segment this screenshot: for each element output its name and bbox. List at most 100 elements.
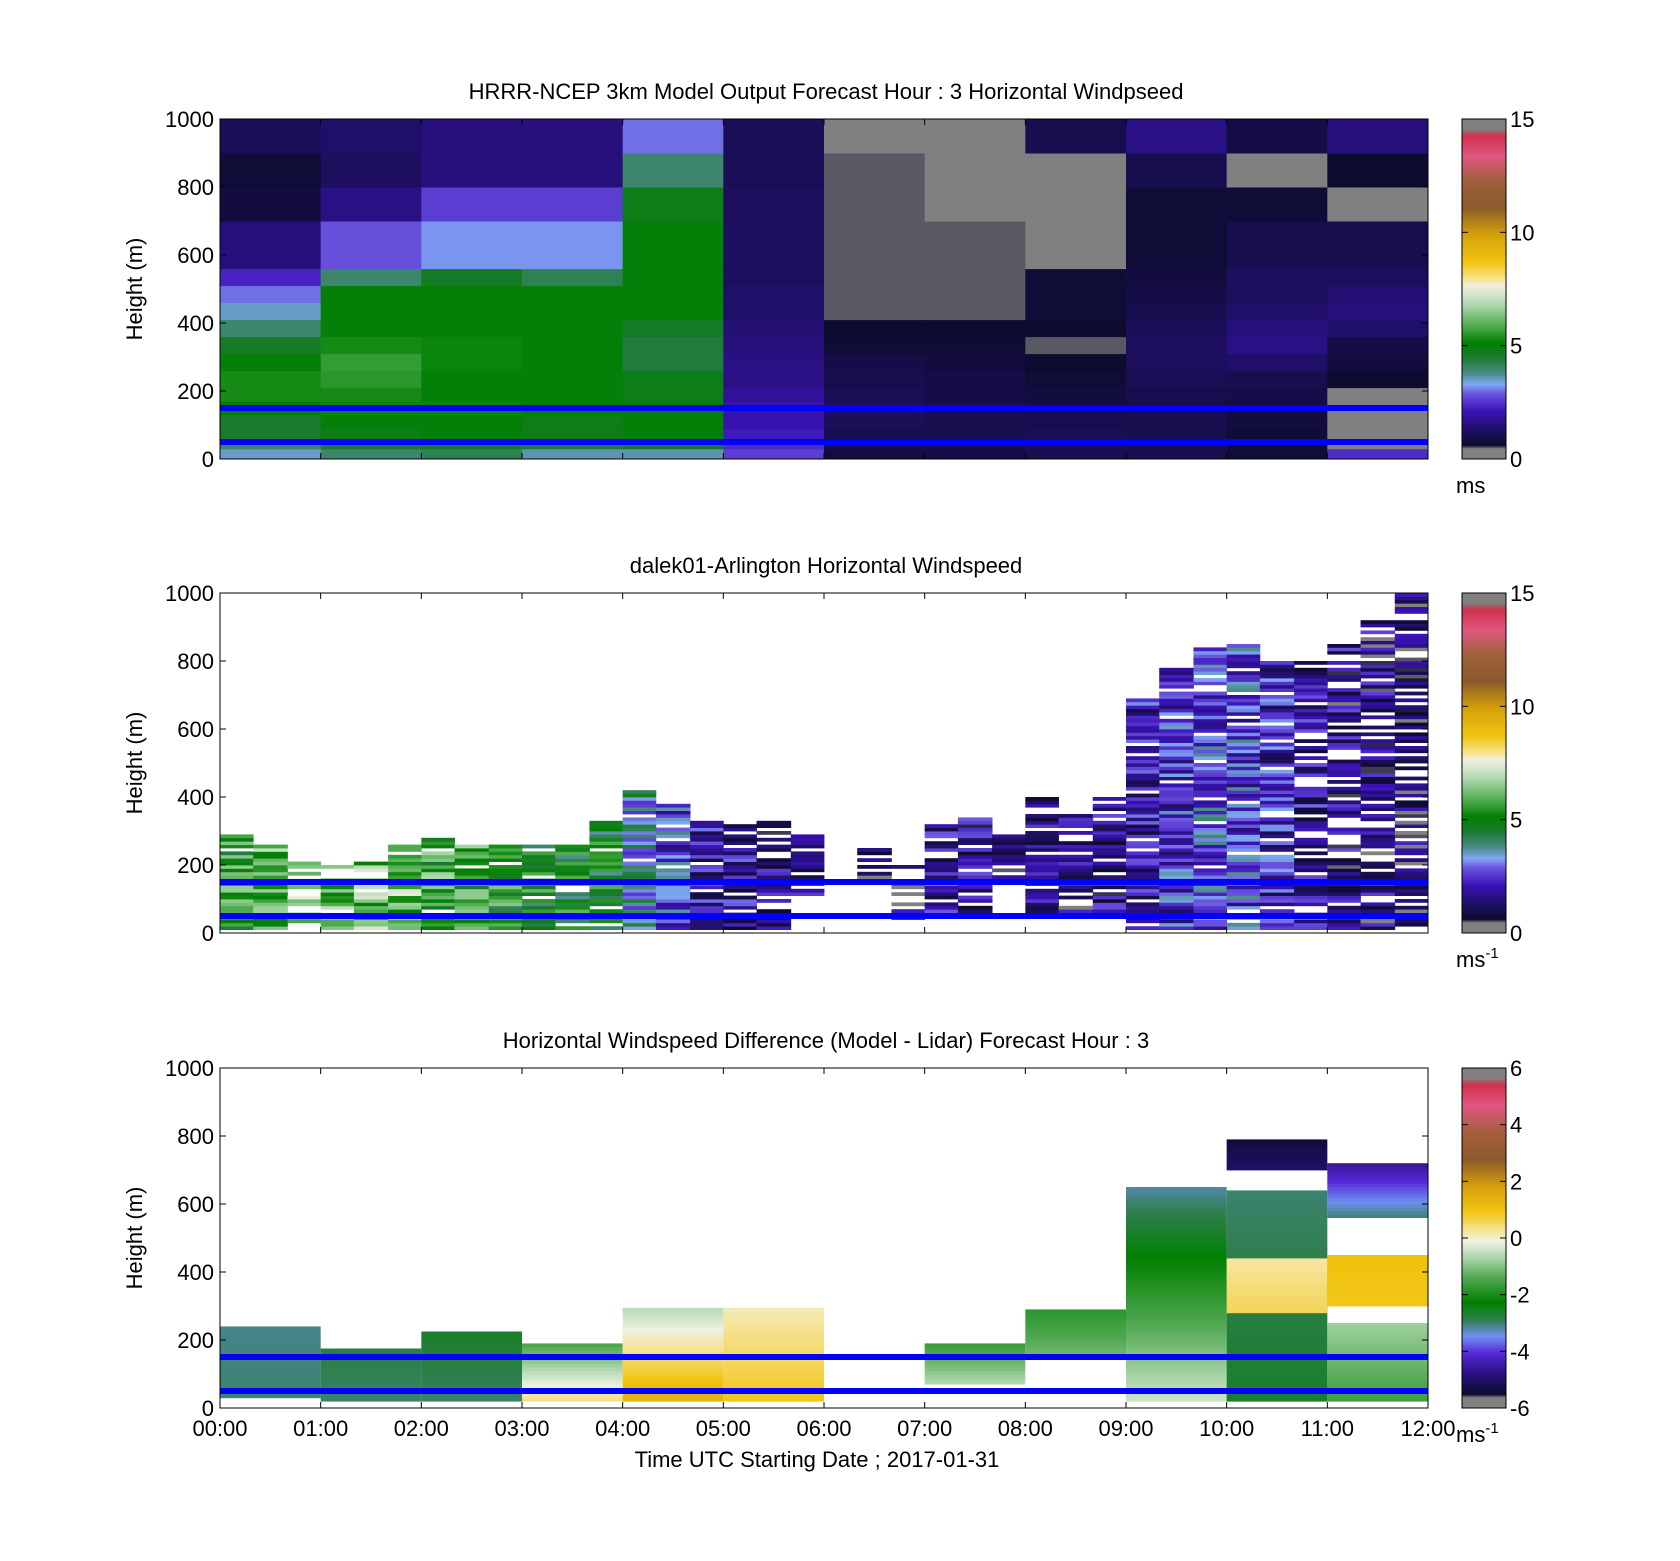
heatmap-cell [1327,1173,1428,1178]
heatmap-cell [690,831,724,835]
heatmap-cell [1126,1241,1227,1246]
heatmap-cell [1294,851,1328,856]
heatmap-cell [353,865,389,869]
heatmap-cell [1259,749,1295,754]
heatmap-cell [1226,221,1328,270]
heatmap-cell [622,1374,724,1379]
heatmap-cell [421,1368,522,1372]
heatmap-cell [522,353,624,372]
colorbar-tick-label: 4 [1510,1113,1522,1138]
heatmap-cell [924,153,1026,188]
heatmap-cell [1226,729,1261,733]
heatmap-cell [421,854,455,859]
heatmap-cell [723,1324,824,1329]
heatmap-cell [1327,1295,1428,1300]
heatmap-cell [421,1338,522,1342]
heatmap-cell [1092,827,1127,832]
heatmap-cell [1360,640,1396,645]
heatmap-cell [1259,674,1295,679]
heatmap-cell [1226,1323,1328,1327]
heatmap-cell [1126,729,1160,733]
heatmap-cell [1259,780,1295,784]
heatmap-cell [1327,1380,1428,1385]
heatmap-cell [421,319,523,338]
heatmap-cell [1226,644,1261,648]
heatmap-cell [1327,671,1361,675]
heatmap-cell [1360,834,1396,839]
heatmap-cell [1226,370,1328,389]
heatmap-cell [1259,695,1295,699]
heatmap-cell [589,861,624,866]
heatmap-cell [1259,899,1295,903]
heatmap-cell [622,851,657,856]
heatmap-cell [1327,715,1361,720]
heatmap-cell [522,336,624,355]
heatmap-cell [1226,1156,1328,1161]
heatmap-cell [1226,1295,1328,1300]
heatmap-cell [1193,718,1228,723]
heatmap-cell [1294,875,1328,879]
heatmap-cell [1327,773,1361,777]
colorbar-tick-label: -6 [1510,1396,1530,1421]
heatmap-cell [723,448,825,459]
heatmap-cell [1193,899,1228,903]
heatmap-cell [1226,681,1261,686]
heatmap-cell [1193,817,1228,822]
heatmap-cell [1327,1176,1428,1181]
heatmap-cell [522,370,624,389]
heatmap-cell [1025,319,1127,338]
heatmap-cell [924,1360,1026,1365]
x-tick-label: 04:00 [595,1416,650,1441]
heatmap-cell [622,868,657,873]
heatmap-cell [1226,1210,1328,1215]
heatmap-cell [1126,803,1160,808]
heatmap-cell [824,353,926,372]
y-tick-label: 1000 [165,1056,214,1081]
heatmap-cell [1327,1183,1428,1188]
heatmap-cell [1226,1306,1328,1310]
heatmap-cell [454,868,490,873]
heatmap-cell [1126,718,1160,723]
heatmap-cell [1394,841,1428,845]
heatmap-cell [1058,875,1094,879]
heatmap-cell [1126,448,1228,459]
heatmap-cell [522,1380,623,1385]
heatmap-cell [1259,708,1295,713]
heatmap-cell [488,848,523,852]
heatmap-cell [1327,735,1361,740]
heatmap-cell [824,414,926,429]
heatmap-cell [1126,319,1228,338]
heatmap-cell [1226,1272,1328,1276]
heatmap-cell [1025,854,1059,859]
heatmap-cell [992,875,1026,879]
y-tick-label: 0 [202,921,214,946]
heatmap-cell [924,319,1026,338]
x-tick-label: 02:00 [394,1416,449,1441]
heatmap-cell [690,865,724,869]
heatmap-cell [1294,698,1328,703]
heatmap-cell [690,919,724,924]
heatmap-cell [1360,705,1396,709]
heatmap-cell [1126,1251,1227,1256]
heatmap-cell [1394,858,1428,862]
heatmap-cell [1360,667,1396,672]
heatmap-cell [992,837,1026,842]
heatmap-cell [723,370,825,389]
heatmap-cell [589,895,624,900]
heatmap-cell [1327,922,1361,927]
heatmap-cell [622,902,657,907]
heatmap-cell [1327,1377,1428,1382]
heatmap-cell [790,875,825,879]
heatmap-cell [1360,922,1396,927]
heatmap-cell [1025,831,1059,835]
heatmap-cell [320,1384,422,1389]
heatmap-cell [1126,1346,1227,1351]
heatmap-cell [1360,623,1396,628]
heatmap-cell [421,1377,522,1382]
heatmap-cell [1193,834,1228,839]
heatmap-cell [555,899,590,903]
heatmap-cell [1193,671,1228,675]
heatmap-cell [1394,810,1428,815]
heatmap-cell [1193,837,1228,842]
heatmap-cell [857,848,892,852]
